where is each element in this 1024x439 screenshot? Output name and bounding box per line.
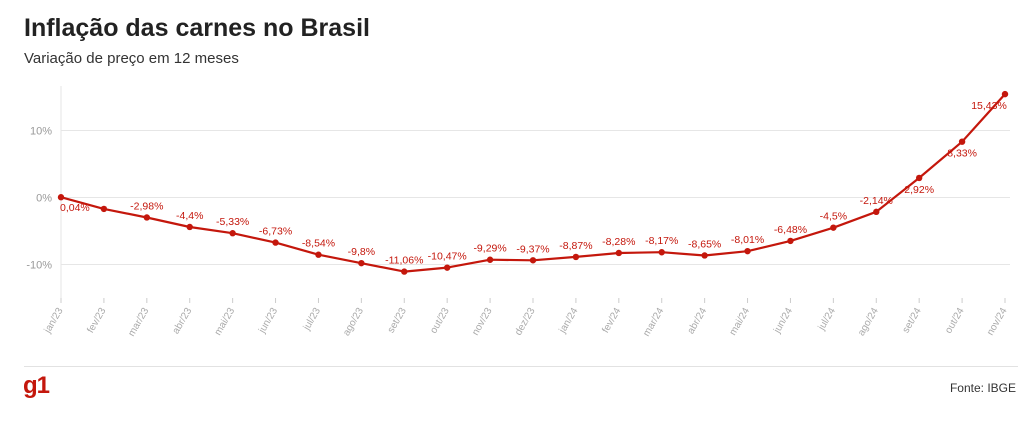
data-point (401, 268, 408, 275)
x-tick-label: jul/24 (816, 306, 838, 333)
footer-divider (24, 366, 1018, 367)
data-point (873, 208, 880, 216)
data-label: -9,37% (516, 243, 549, 255)
series-layer (57, 90, 1009, 275)
x-tick-label: out/23 (428, 306, 452, 336)
data-point (701, 252, 708, 259)
data-label: -4,5% (820, 211, 847, 223)
x-tick-label: set/24 (901, 306, 924, 335)
data-point (443, 264, 451, 271)
x-tick-label: jun/24 (771, 306, 795, 336)
data-point (315, 251, 322, 258)
source-note: Fonte: IBGE (949, 381, 1016, 395)
data-point (787, 237, 794, 245)
x-axis: jan/23 fev/23 mar/23 abr/23 mai/23 jun/23 jul/… (42, 298, 1010, 338)
data-label: -8,65% (688, 238, 721, 250)
data-point (1001, 90, 1009, 98)
x-tick-label: abr/24 (686, 306, 710, 336)
data-label: -8,01% (731, 234, 764, 246)
data-label: -5,33% (216, 216, 249, 228)
data-point (615, 249, 623, 257)
data-label: -9,29% (473, 243, 506, 255)
x-tick-label: nov/23 (470, 306, 495, 338)
data-point (272, 239, 279, 246)
x-tick-label: jan/23 (42, 306, 66, 336)
data-point (915, 174, 923, 182)
line-chart: 10% 0% -10% 0,04% -2,98% -4,4% -5,33% -6,73% -8… (26, 86, 1010, 338)
data-point (486, 256, 494, 263)
data-label: -2,98% (130, 200, 163, 212)
x-tick-label: abr/23 (171, 306, 195, 336)
data-label: -8,28% (602, 236, 635, 248)
data-point (830, 224, 837, 231)
data-label: -10,47% (428, 251, 467, 263)
data-point (57, 194, 65, 201)
data-point (744, 247, 751, 255)
data-label: -8,87% (559, 240, 592, 252)
y-tick-label: 10% (30, 126, 52, 138)
y-axis: 10% 0% -10% (26, 126, 52, 272)
x-tick-label: jun/23 (256, 306, 280, 336)
data-point (529, 257, 537, 264)
data-label: 8,33% (947, 148, 977, 160)
data-label: 15,43% (971, 100, 1007, 112)
chart-title: Inflação das carnes no Brasil (24, 14, 370, 42)
data-point (658, 249, 665, 256)
x-tick-label: ago/23 (341, 306, 366, 338)
x-tick-label: out/24 (943, 306, 967, 336)
data-label: -8,17% (645, 235, 678, 247)
x-tick-label: mai/24 (728, 306, 753, 338)
data-point (958, 138, 966, 145)
x-tick-label: fev/24 (600, 306, 623, 335)
data-label: -6,48% (774, 224, 807, 236)
data-label: -11,06% (385, 255, 423, 267)
x-tick-label: fev/23 (85, 306, 108, 335)
data-label: -8,54% (302, 238, 335, 250)
x-tick-label: mar/23 (126, 306, 151, 339)
data-label: -4,4% (176, 210, 203, 222)
x-tick-label: jan/24 (557, 306, 581, 336)
data-point (229, 230, 236, 237)
data-labels: 0,04% -2,98%-4,4%-5,33%-6,73%-8,54%-9,8%-… (60, 100, 1007, 266)
x-tick-label: nov/24 (985, 306, 1010, 338)
x-tick-label: ago/24 (856, 306, 881, 338)
x-tick-label: dez/23 (513, 306, 538, 338)
data-point (143, 214, 151, 221)
data-point (100, 205, 108, 213)
data-point (358, 259, 365, 267)
x-tick-label: set/23 (386, 306, 409, 335)
grid-layer (60, 86, 1010, 298)
y-tick-label: -10% (26, 260, 52, 272)
x-tick-label: jul/23 (301, 306, 323, 333)
data-point (572, 253, 580, 261)
data-point (186, 223, 193, 231)
g1-logo: g1 (23, 372, 50, 399)
data-label: 0,04% (60, 202, 90, 214)
x-tick-label: mar/24 (641, 306, 666, 339)
x-tick-label: mai/23 (213, 306, 238, 338)
chart-subtitle: Variação de preço em 12 meses (24, 50, 239, 67)
data-label: -6,73% (259, 226, 292, 238)
data-label: 2,92% (904, 184, 934, 196)
y-tick-label: 0% (36, 193, 52, 205)
data-label: -2,14% (860, 195, 893, 207)
data-label: -9,8% (348, 246, 375, 258)
